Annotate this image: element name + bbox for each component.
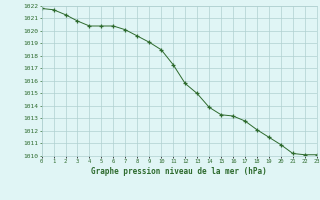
X-axis label: Graphe pression niveau de la mer (hPa): Graphe pression niveau de la mer (hPa) xyxy=(91,167,267,176)
